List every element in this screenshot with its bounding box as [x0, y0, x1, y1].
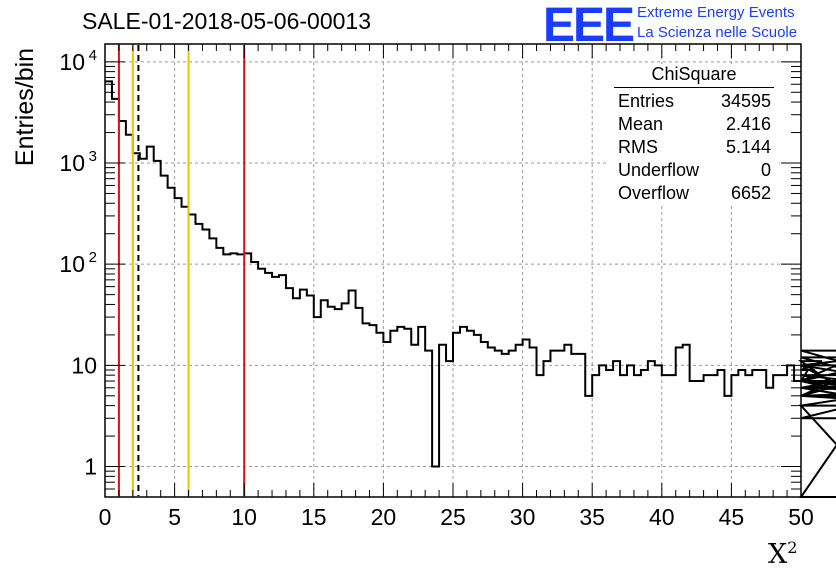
stats-value: 2.416 [725, 114, 771, 134]
y-tick-label: 1 [84, 454, 97, 480]
stats-value: 0 [760, 160, 771, 180]
stats-label: Entries [618, 91, 675, 111]
x-tick-label: 5 [168, 504, 181, 530]
stats-value: 34595 [720, 91, 771, 111]
stats-rows: Entries 34595 Mean 2.416 RMS 5.144 Underflow 0 O… [609, 90, 779, 205]
reference-lines [117, 45, 246, 496]
stats-label: RMS [618, 137, 658, 157]
y-tick-exponent: 2 [89, 249, 97, 266]
eee-logo: EEE [543, 0, 635, 52]
x-tick-label: 30 [510, 504, 536, 530]
y-tick-label: 10 [59, 251, 85, 277]
stats-row: RMS 5.144 [609, 136, 779, 159]
stats-value: 5.144 [725, 137, 771, 157]
y-axis-label: Entries/bin [11, 47, 39, 167]
stats-row: Underflow 0 [609, 159, 779, 182]
histogram [105, 80, 836, 498]
x-tick-label: 0 [99, 504, 112, 530]
logo-line-1: Extreme Energy Events [637, 4, 795, 21]
stats-label: Overflow [618, 183, 690, 203]
y-tick-exponent: 3 [89, 148, 97, 165]
stats-label: Underflow [618, 160, 700, 180]
stats-value: 6652 [730, 183, 771, 203]
x-tick-label: 50 [788, 504, 814, 530]
stats-row: Entries 34595 [609, 90, 779, 113]
stats-row: Mean 2.416 [609, 113, 779, 136]
x-axis-label-exponent: 2 [787, 538, 798, 557]
y-tick-label: 10 [59, 150, 85, 176]
x-tick-label: 10 [231, 504, 257, 530]
stats-title: ChiSquare [614, 64, 774, 88]
histogram-line [105, 80, 836, 498]
stats-label: Mean [618, 114, 664, 134]
logo-line-2: La Scienza nelle Scuole [637, 24, 798, 41]
y-tick-label: 10 [59, 49, 85, 75]
x-axis-label-text: X [768, 539, 788, 570]
y-tick-label: 10 [71, 352, 97, 378]
x-axis-label: X2 [768, 538, 797, 570]
stats-box: ChiSquare Entries 34595 Mean 2.416 RMS 5.144 U… [609, 64, 779, 205]
x-tick-label: 25 [440, 504, 466, 530]
x-tick-label: 40 [649, 504, 675, 530]
x-tick-label: 45 [719, 504, 745, 530]
y-tick-exponent: 4 [89, 47, 97, 64]
x-tick-label: 15 [301, 504, 327, 530]
chart-title: SALE-01-2018-05-06-00013 [82, 8, 371, 34]
grid [105, 44, 801, 497]
x-tick-label: 20 [371, 504, 397, 530]
x-tick-label: 35 [579, 504, 605, 530]
stats-row: Overflow 6652 [609, 182, 779, 205]
